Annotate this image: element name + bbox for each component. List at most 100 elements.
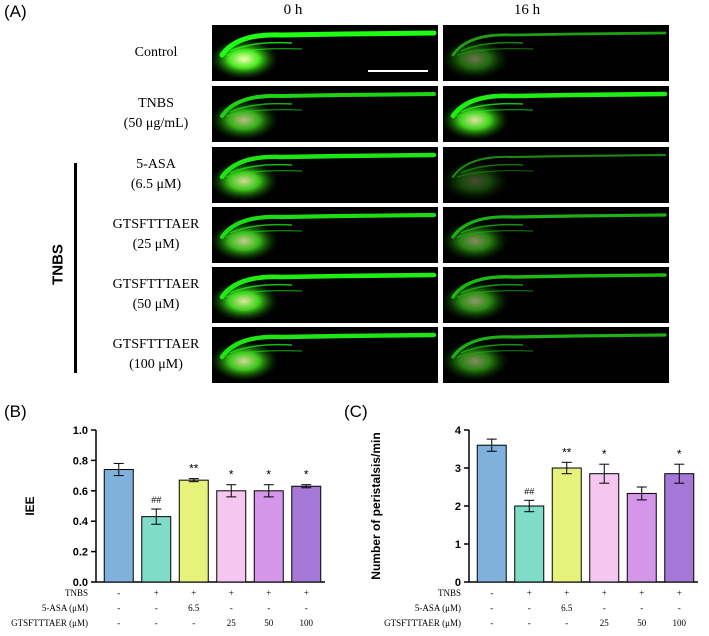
fish-image bbox=[212, 327, 438, 383]
row-label-3: GTSFTTTAER (25 μM) bbox=[86, 215, 226, 255]
gut-line bbox=[460, 163, 524, 174]
gut-line bbox=[219, 272, 437, 300]
condition-value: - bbox=[267, 603, 270, 613]
gut-line bbox=[229, 41, 293, 52]
gut-line bbox=[229, 102, 293, 113]
gut-line bbox=[229, 283, 293, 294]
condition-value: - bbox=[117, 618, 120, 628]
condition-value: 25 bbox=[600, 618, 610, 628]
fish-image bbox=[212, 267, 438, 323]
fish-image bbox=[212, 207, 438, 263]
row-label-line2: (100 μM) bbox=[129, 357, 183, 372]
bar bbox=[103, 469, 134, 583]
condition-value: - bbox=[603, 603, 606, 613]
row-label-line2: (25 μM) bbox=[132, 237, 180, 252]
condition-value: + bbox=[527, 588, 532, 598]
row-label-0: Control bbox=[86, 43, 226, 63]
bar bbox=[626, 492, 657, 583]
row-label-line2: (50 μg/mL) bbox=[123, 116, 189, 131]
yolk-glow bbox=[212, 341, 278, 381]
bar bbox=[216, 490, 247, 583]
gut-line bbox=[451, 333, 667, 359]
condition-value: + bbox=[602, 588, 607, 598]
gut-line bbox=[456, 350, 534, 358]
row-label-4: GTSFTTTAER (50 μM) bbox=[86, 275, 226, 315]
condition-label: 5-ASA (μM) bbox=[415, 603, 461, 613]
bar bbox=[141, 516, 172, 583]
fish-image bbox=[443, 327, 669, 383]
fish-image bbox=[443, 147, 669, 203]
panel-c-label: (C) bbox=[344, 402, 368, 421]
panel-b-label: (B) bbox=[4, 402, 27, 421]
y-tick-label: 1.0 bbox=[73, 425, 88, 437]
condition-value: - bbox=[155, 618, 158, 628]
condition-value: - bbox=[490, 603, 493, 613]
significance-mark: ** bbox=[189, 462, 199, 476]
gut-line bbox=[456, 230, 534, 238]
tnbs-group-bar bbox=[74, 163, 77, 373]
condition-value: 50 bbox=[264, 618, 274, 628]
gut-line bbox=[451, 213, 667, 239]
condition-value: - bbox=[490, 588, 493, 598]
fish-image bbox=[443, 207, 669, 263]
condition-value: 50 bbox=[637, 618, 647, 628]
row-label-line2: (6.5 μM) bbox=[130, 177, 182, 192]
bar bbox=[551, 467, 582, 583]
gut-line bbox=[225, 48, 303, 56]
gut-line bbox=[456, 48, 534, 56]
significance-mark: ** bbox=[562, 445, 572, 459]
gut-line bbox=[219, 152, 437, 180]
condition-value: - bbox=[528, 618, 531, 628]
gut-line bbox=[460, 102, 524, 113]
gut-line bbox=[451, 273, 667, 299]
y-tick-label: 4 bbox=[455, 425, 462, 437]
column-header-0h: 0 h bbox=[283, 2, 303, 18]
bar bbox=[514, 505, 545, 583]
condition-value: + bbox=[564, 588, 569, 598]
condition-value: - bbox=[490, 618, 493, 628]
significance-mark: ## bbox=[524, 486, 534, 496]
fish-image bbox=[443, 86, 669, 142]
condition-value: 100 bbox=[300, 618, 314, 628]
row-label-line2: (50 μM) bbox=[132, 297, 180, 312]
yolk-glow bbox=[443, 100, 509, 140]
condition-value: 6.5 bbox=[561, 603, 573, 613]
gut-line bbox=[451, 31, 667, 57]
gut-line bbox=[225, 170, 303, 178]
tnbs-group-label: TNBS bbox=[49, 244, 67, 285]
condition-value: - bbox=[678, 603, 681, 613]
chart-b-iee: 0.00.20.40.60.81.0IEE---##+--**+6.5-*+-2… bbox=[11, 425, 325, 628]
gut-line bbox=[219, 332, 437, 360]
condition-value: + bbox=[154, 588, 159, 598]
gut-line bbox=[219, 30, 437, 58]
gut-line bbox=[225, 109, 303, 117]
gut-line bbox=[225, 230, 303, 238]
gut-line bbox=[219, 212, 437, 240]
yolk-glow bbox=[212, 281, 278, 321]
row-label-1: TNBS (50 μg/mL) bbox=[86, 94, 226, 134]
gut-line bbox=[229, 163, 293, 174]
gut-line bbox=[229, 343, 293, 354]
gut-line bbox=[456, 290, 534, 298]
gut-line bbox=[225, 290, 303, 298]
significance-mark: * bbox=[304, 468, 309, 482]
fish-image bbox=[443, 25, 669, 81]
significance-mark: ## bbox=[151, 495, 161, 505]
panel-a-label: (A) bbox=[4, 2, 27, 21]
condition-value: + bbox=[229, 588, 234, 598]
y-tick-label: 0.8 bbox=[73, 455, 88, 467]
condition-value: + bbox=[191, 588, 196, 598]
bar bbox=[291, 485, 322, 583]
significance-mark: * bbox=[229, 468, 234, 482]
fish-image bbox=[212, 25, 438, 81]
yolk-glow bbox=[212, 221, 278, 261]
significance-mark: * bbox=[602, 447, 607, 461]
row-label-line1: Control bbox=[134, 45, 178, 60]
condition-label: GTSFTTTAER (μM) bbox=[384, 618, 461, 628]
condition-value: + bbox=[639, 588, 644, 598]
condition-value: - bbox=[640, 603, 643, 613]
significance-mark: * bbox=[266, 468, 271, 482]
condition-value: 100 bbox=[673, 618, 687, 628]
condition-label: TNBS bbox=[438, 588, 461, 598]
